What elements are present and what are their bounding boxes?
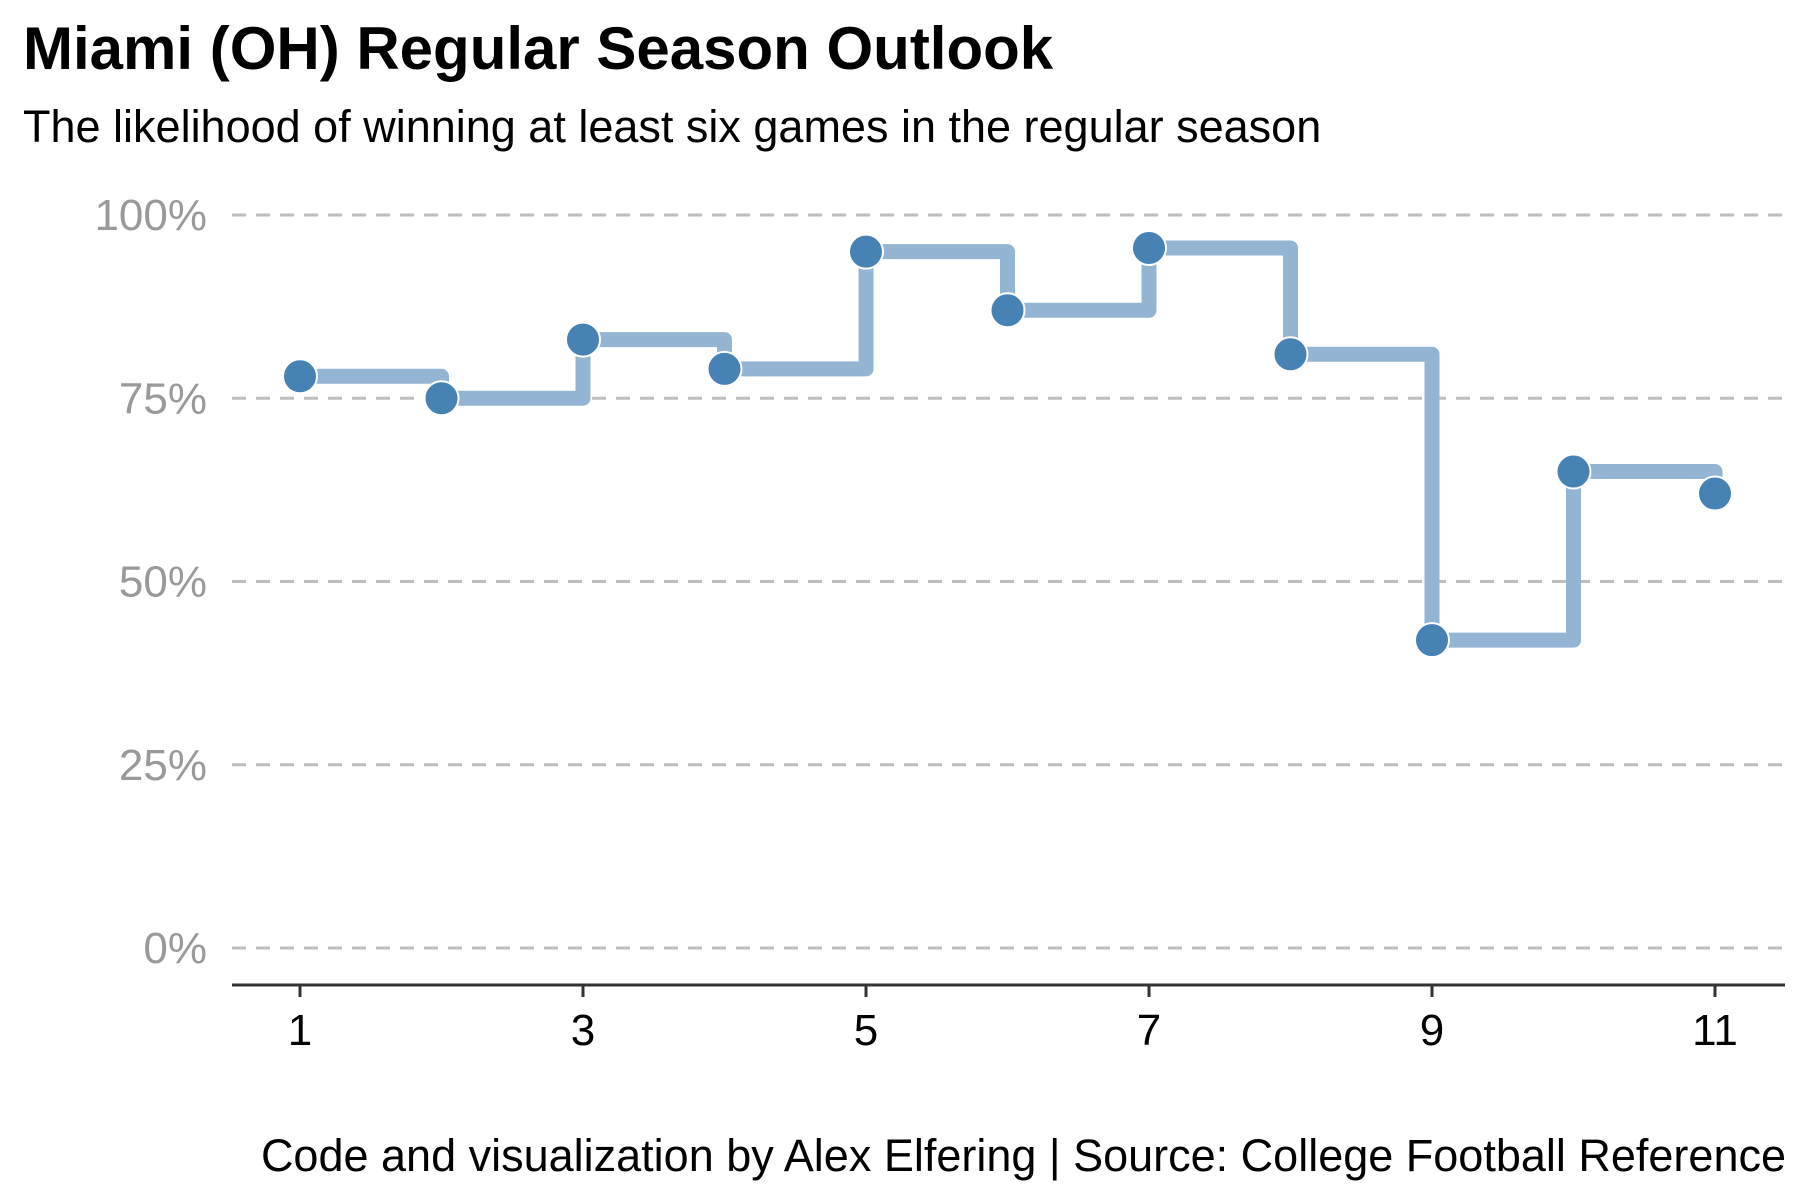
x-tick-label: 9 <box>1420 1006 1444 1055</box>
data-point <box>1697 475 1733 512</box>
x-tick-label: 1 <box>288 1006 312 1055</box>
data-point <box>1272 336 1309 373</box>
gridlines <box>232 213 1785 950</box>
chart-title: Miami (OH) Regular Season Outlook <box>23 15 1054 82</box>
x-tick-label: 3 <box>571 1006 595 1055</box>
data-point <box>1414 622 1450 659</box>
data-point <box>1555 453 1592 490</box>
chart-caption: Code and visualization by Alex Elfering … <box>260 1130 1786 1181</box>
data-point <box>282 358 318 395</box>
data-point <box>1131 229 1167 266</box>
y-tick-label: 25% <box>119 741 207 790</box>
data-point <box>565 321 601 358</box>
data-point <box>706 350 743 387</box>
y-tick-label: 0% <box>143 924 207 973</box>
y-tick-label: 100% <box>94 191 207 240</box>
data-point <box>989 292 1026 329</box>
x-tick-label: 11 <box>1692 1006 1738 1055</box>
data-points <box>282 229 1733 659</box>
y-axis-tick-labels: 0% 25% 50% 75% 100% <box>94 191 207 973</box>
x-axis: 1 3 5 7 9 11 <box>232 983 1785 1055</box>
data-point <box>848 233 884 270</box>
y-tick-label: 50% <box>119 558 207 607</box>
x-tick-label: 7 <box>1137 1006 1161 1055</box>
chart-subtitle: The likelihood of winning at least six g… <box>23 101 1322 152</box>
y-tick-label: 75% <box>119 374 207 423</box>
x-tick-label: 5 <box>854 1006 878 1055</box>
data-point <box>423 380 460 417</box>
